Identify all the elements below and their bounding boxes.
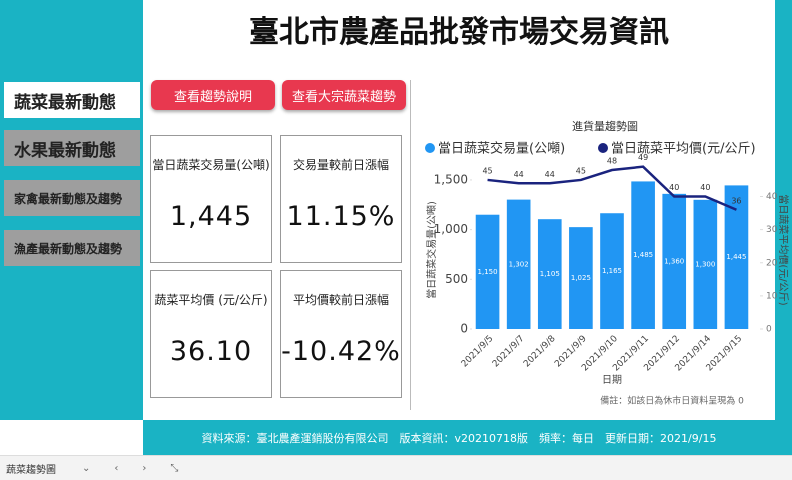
line: [487, 165, 737, 211]
fit-button[interactable]: ⤡: [170, 462, 179, 474]
nav-item[interactable]: 水果最新動態: [4, 130, 140, 166]
line-label: 45: [576, 166, 586, 175]
line-label: 40: [700, 183, 710, 192]
button[interactable]: 查看趨勢說明: [151, 80, 275, 110]
x-tick-label: 2021/9/7: [491, 334, 527, 370]
legend-marker: [598, 143, 608, 153]
nav-item[interactable]: 漁產最新動態及趨勢: [4, 230, 140, 266]
note: 備註：如該日為休市日資料呈現為 0: [600, 395, 744, 407]
line-label: 36: [731, 196, 741, 205]
bar: [506, 199, 531, 329]
legend-label: 當日蔬菜交易量(公噸): [438, 141, 565, 157]
bar-label: 1,485: [633, 251, 653, 259]
button[interactable]: 查看大宗蔬菜趨勢: [282, 80, 406, 110]
nav-item[interactable]: 家禽最新動態及趨勢: [4, 180, 140, 216]
card-label: 交易量較前日漲幅: [292, 158, 389, 172]
card: 蔬菜平均價 (元/公斤) 36.10: [150, 270, 272, 398]
next-button[interactable]: ›: [142, 462, 147, 474]
bar-label: 1,300: [695, 260, 715, 268]
y-tick-label: 500: [445, 272, 468, 286]
y2-tick-label: 30: [766, 225, 778, 235]
divider: [410, 80, 411, 410]
legend-label: 當日蔬菜平均價(元/公斤): [611, 142, 756, 157]
y2-tick-label: 20: [766, 258, 778, 268]
y2-tick-label: 0: [766, 325, 772, 335]
x-tick-label: 2021/9/5: [460, 334, 496, 370]
card-value: 11.15%: [286, 201, 396, 232]
line-label: 49: [638, 153, 648, 162]
line-label: 44: [545, 170, 555, 179]
bar-label: 1,150: [478, 268, 498, 276]
y2-tick-label: 40: [766, 192, 778, 202]
card-label: 平均價較前日漲幅: [292, 293, 389, 307]
footer: 資料來源：臺北農產運銷股份有限公司 版本資訊：v20210718版 頻率：每日 …: [143, 420, 775, 455]
card-label: 當日蔬菜交易量(公噸): [152, 158, 270, 172]
bar-label: 1,105: [540, 270, 560, 278]
card-value: 36.10: [169, 336, 253, 367]
card-value: -10.42%: [281, 336, 401, 367]
x-tick-label: 2021/9/8: [522, 334, 558, 370]
prev-button[interactable]: ‹: [114, 462, 119, 474]
legend-marker: [425, 143, 435, 153]
bar-label: 1,445: [726, 253, 746, 261]
bar-label: 1,165: [602, 267, 622, 275]
nav-item[interactable]: 蔬菜最新動態: [4, 82, 140, 118]
right-strip: [775, 0, 792, 455]
card: 平均價較前日漲幅 -10.42%: [280, 270, 402, 398]
y-tick-label: 0: [460, 322, 468, 336]
y2-axis-title: 當日蔬菜平均價(元/公斤): [777, 194, 790, 305]
tab-bar: 蔬菜趨勢圖 ⌄ ‹ › ⤡: [0, 455, 792, 480]
tab-label[interactable]: 蔬菜趨勢圖: [6, 464, 56, 476]
y-axis-title: 當日蔬菜交易量(公噸): [425, 201, 438, 299]
y-tick-label: 1,500: [434, 172, 468, 186]
y-tick-label: 1,000: [434, 222, 468, 236]
bar: [600, 213, 624, 329]
line-label: 40: [669, 183, 679, 192]
bar-label: 1,025: [571, 274, 591, 282]
line-label: 48: [607, 157, 617, 166]
bar: [662, 193, 687, 329]
y2-tick-label: 10: [766, 291, 778, 301]
bar: [724, 185, 749, 329]
card-label: 蔬菜平均價 (元/公斤): [154, 293, 268, 307]
card: 當日蔬菜交易量(公噸) 1,445: [150, 135, 272, 263]
tab-menu[interactable]: ⌄: [82, 462, 91, 474]
bar-label: 1,360: [664, 257, 684, 265]
bar: [537, 219, 562, 329]
bar: [693, 199, 718, 329]
page-title: 臺北市農產品批發市場交易資訊: [249, 15, 669, 50]
x-axis-title: 日期: [602, 374, 622, 386]
chart-title: 進貨量趨勢圖: [572, 119, 638, 133]
bar: [631, 181, 655, 329]
card-value: 1,445: [169, 201, 253, 232]
line-label: 44: [514, 170, 524, 179]
bar: [569, 227, 593, 329]
line-label: 45: [482, 166, 492, 175]
bar-label: 1,302: [509, 260, 529, 268]
card: 交易量較前日漲幅 11.15%: [280, 135, 402, 263]
bar: [475, 214, 500, 329]
